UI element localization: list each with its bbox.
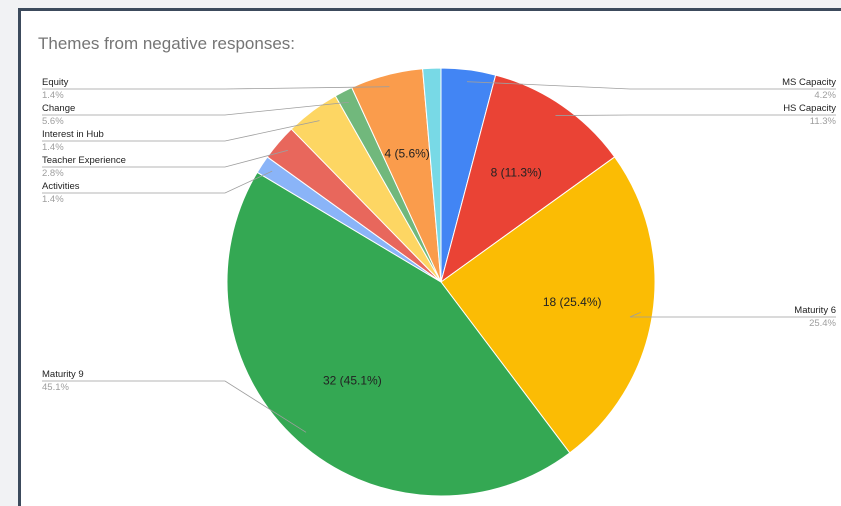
callout-leader-line [629, 311, 836, 318]
slice-value-label: 18 (25.4%) [543, 295, 602, 309]
pie-slice-maturity-6 [440, 156, 656, 454]
callout-percent-teacher-experience: 2.8% [42, 168, 64, 179]
callout-label-equity: Equity [42, 77, 69, 88]
callout-percent-maturity-6: 25.4% [809, 318, 836, 329]
callout-percent-ms-capacity: 4.2% [814, 90, 836, 101]
callout-percent-hs-capacity: 11.3% [810, 116, 837, 127]
callout-percent-equity: 1.4% [42, 90, 64, 101]
slice-value-label: 4 (5.6%) [384, 147, 429, 161]
callout-percent-interest-in-hub: 1.4% [42, 142, 64, 153]
callout-leader-line [42, 149, 288, 168]
callout-percent-maturity-9: 45.1% [42, 382, 69, 393]
callout-label-teacher-experience: Teacher Experience [42, 155, 126, 166]
pie-slice-hs-capacity [440, 74, 616, 284]
callout-percent-activities: 1.4% [42, 194, 64, 205]
callout-label-ms-capacity: MS Capacity [782, 77, 836, 88]
callout-leader-line [42, 120, 320, 142]
callout-percent-change: 5.6% [42, 116, 64, 127]
slice-value-label: 8 (11.3%) [491, 166, 542, 180]
callout-leader-line [466, 81, 836, 90]
callout-leader-line [42, 380, 307, 433]
chart-title: Themes from negative responses: [38, 34, 296, 53]
callout-leader-line [42, 170, 273, 194]
callout-label-activities: Activities [42, 181, 80, 192]
pie-slice-unlabeled [422, 67, 442, 283]
callout-label-maturity-6: Maturity 6 [794, 305, 836, 316]
slice-value-label: 32 (45.1%) [323, 374, 382, 388]
callout-label-interest-in-hub: Interest in Hub [42, 129, 104, 140]
callout-label-hs-capacity: HS Capacity [783, 103, 836, 114]
callout-label-change: Change [42, 103, 75, 114]
pie-slice-maturity-9 [226, 171, 571, 497]
callout-leader-line [555, 114, 836, 116]
callout-label-maturity-9: Maturity 9 [42, 369, 84, 380]
callout-leader-line [42, 101, 349, 116]
callout-leader-line [42, 86, 390, 90]
